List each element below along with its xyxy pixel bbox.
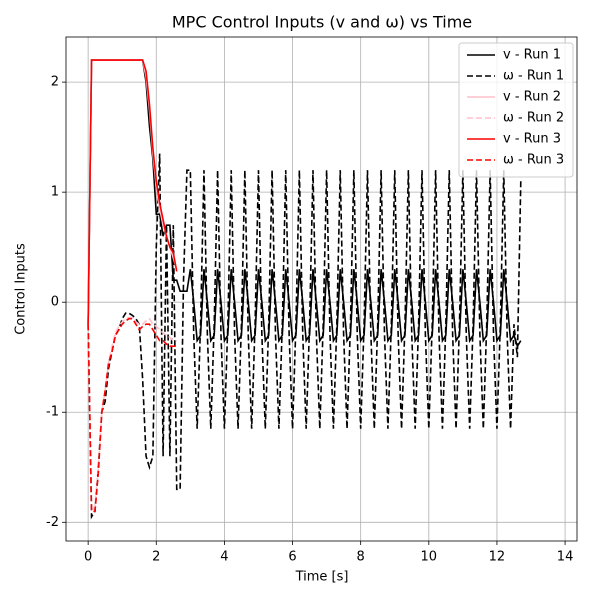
series-line bbox=[87, 59, 522, 349]
chart-title: MPC Control Inputs (v and ω) vs Time bbox=[172, 13, 472, 32]
y-tick-label: -2 bbox=[46, 515, 59, 530]
legend-label: v - Run 2 bbox=[503, 90, 561, 105]
y-axis-label: Control Inputs bbox=[14, 243, 29, 335]
x-tick-label: 0 bbox=[84, 550, 92, 565]
x-tick-label: 4 bbox=[220, 550, 228, 565]
x-tick-label: 2 bbox=[152, 550, 160, 565]
x-tick-label: 10 bbox=[421, 550, 438, 565]
x-tick-label: 8 bbox=[357, 550, 365, 565]
legend-label: ω - Run 2 bbox=[503, 111, 564, 126]
x-tick-label: 14 bbox=[557, 550, 574, 565]
legend-label: v - Run 1 bbox=[503, 48, 561, 63]
y-tick-label: -1 bbox=[46, 405, 59, 420]
series-line bbox=[87, 59, 178, 325]
x-tick-label: 12 bbox=[489, 550, 506, 565]
y-tick-label: 0 bbox=[51, 295, 59, 310]
plot-frame bbox=[65, 36, 578, 542]
series-line bbox=[87, 317, 177, 513]
legend-label: ω - Run 3 bbox=[503, 153, 564, 168]
x-tick-label: 6 bbox=[288, 550, 296, 565]
legend-label: ω - Run 1 bbox=[503, 69, 564, 84]
legend-label: v - Run 3 bbox=[503, 132, 561, 147]
x-axis-label: Time [s] bbox=[295, 570, 349, 585]
y-tick-label: 2 bbox=[51, 75, 59, 90]
y-tick-label: 1 bbox=[51, 185, 59, 200]
series-line bbox=[87, 316, 177, 515]
